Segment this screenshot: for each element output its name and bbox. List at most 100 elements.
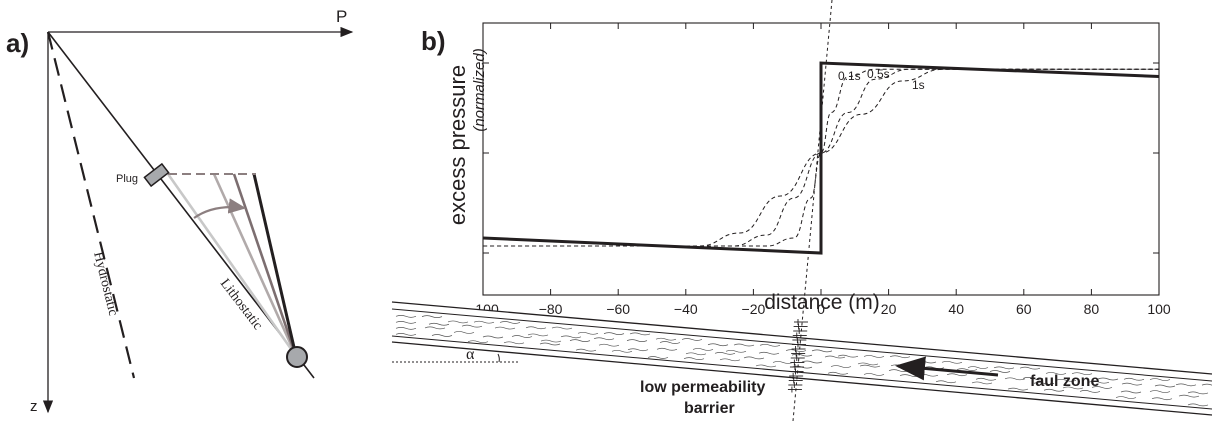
fault-texture-stroke [1071, 372, 1093, 376]
fault-texture-stroke [467, 340, 489, 344]
fault-texture-stroke [395, 327, 417, 330]
fault-texture-stroke [629, 332, 651, 336]
fan-line-light [166, 173, 298, 357]
fault-texture-stroke [511, 335, 533, 338]
plug-label: Plug [116, 173, 138, 185]
fault-texture-stroke [525, 326, 547, 330]
fault-texture-stroke [758, 351, 780, 355]
fault-texture-stroke [575, 348, 597, 352]
fault-texture-stroke [956, 368, 978, 371]
fault-texture-stroke [598, 343, 620, 347]
fault-texture-stroke [503, 341, 525, 345]
curve-label-1s: 1s [912, 78, 925, 92]
fault-texture-stroke [395, 321, 417, 324]
alpha-arc [497, 353, 500, 363]
series-line-0-5s [482, 68, 1159, 247]
fault-texture-stroke [801, 360, 823, 364]
fault-texture-stroke [1062, 386, 1084, 390]
fault-texture-stroke [772, 361, 794, 364]
x-tick-label: 20 [881, 301, 897, 317]
alpha-symbol: α [466, 346, 475, 363]
x-tick-label: −60 [606, 301, 630, 317]
fault-texture-stroke [569, 339, 591, 342]
fault-texture-stroke [540, 339, 562, 343]
fault-texture-stroke [1123, 377, 1145, 381]
fault-texture-stroke [707, 343, 729, 347]
fault-texture-stroke [941, 360, 963, 364]
fault-texture-stroke [395, 315, 417, 318]
fault-texture-stroke [1088, 380, 1110, 384]
fault-texture-stroke [791, 353, 813, 357]
fault-texture-stroke [447, 320, 469, 324]
fan-line-black [252, 173, 298, 357]
fault-texture-stroke [1149, 390, 1171, 393]
series-line-initial [482, 61, 1160, 255]
fault-texture-stroke [824, 355, 846, 359]
fault-texture-stroke [551, 326, 573, 330]
fault-texture-stroke [431, 334, 453, 337]
fault-texture-stroke [755, 364, 777, 368]
fault-texture-stroke [1178, 394, 1200, 398]
fault-texture-stroke [560, 335, 582, 339]
fault-texture-stroke [1121, 382, 1143, 386]
fault-texture-stroke [626, 339, 648, 342]
fault-texture-stroke [461, 324, 483, 328]
plot-series [482, 61, 1160, 255]
fault-texture [395, 315, 1212, 407]
fault-texture-stroke [499, 321, 521, 324]
p-axis-label: P [336, 7, 347, 26]
fault-texture-stroke [655, 337, 677, 341]
fault-texture-stroke [1175, 383, 1197, 387]
fault-texture-stroke [692, 348, 714, 351]
fault-texture-stroke [656, 347, 678, 351]
barrier-hatch [787, 319, 808, 393]
fault-texture-stroke [1091, 386, 1113, 389]
fault-texture-stroke [830, 365, 852, 368]
hydrostatic-label: Hydrostatic [90, 250, 120, 317]
fault-texture-stroke [685, 352, 707, 356]
fault-texture-stroke [946, 373, 968, 377]
hydrostatic-line [46, 31, 136, 379]
y-axis-label: excess pressure [445, 65, 470, 225]
fan-line-mid [212, 173, 298, 357]
fault-texture-stroke [967, 366, 989, 369]
fault-texture-stroke [659, 341, 681, 344]
x-axis-label: distance (m) [764, 291, 880, 314]
fault-texture-stroke [539, 342, 561, 346]
fault-texture-stroke [1007, 387, 1029, 391]
fault-texture-stroke [714, 352, 736, 355]
x-tick-label: 100 [1147, 301, 1171, 317]
fault-texture-stroke [681, 338, 703, 341]
fault-texture-stroke [577, 331, 599, 335]
pressure-rise-arrow [193, 198, 247, 219]
x-tick-label: −80 [539, 301, 563, 317]
fault-zone-label: faul zone [1030, 373, 1099, 390]
fault-texture-stroke [975, 377, 997, 381]
fault-texture-stroke [827, 371, 849, 375]
fault-texture-stroke [395, 333, 417, 336]
fault-texture-stroke [1033, 382, 1055, 385]
fault-texture-stroke [482, 335, 504, 339]
fault-texture-stroke [993, 366, 1015, 370]
z-axis-label: z [30, 398, 38, 415]
fault-texture-stroke [424, 326, 446, 330]
fault-texture-stroke [935, 380, 957, 384]
fault-texture-stroke [1120, 390, 1142, 394]
fault-texture-stroke [1055, 378, 1077, 382]
fault-texture-stroke [494, 326, 516, 330]
fault-texture-stroke [857, 362, 879, 366]
x-tick-label: 40 [948, 301, 964, 317]
x-tick-label: −20 [742, 301, 766, 317]
fault-texture-stroke [989, 370, 1011, 373]
fault-texture-stroke [1079, 390, 1101, 393]
fault-texture-stroke [473, 320, 495, 324]
fault-texture-stroke [1045, 372, 1067, 375]
plug-shape [143, 162, 170, 188]
x-tick-label: 0 [817, 301, 825, 317]
bubble-circle [286, 346, 308, 368]
panel-a-label: a) [6, 28, 29, 58]
fault-texture-stroke [719, 358, 741, 362]
fault-texture-stroke [527, 333, 549, 337]
fault-texture-stroke [647, 356, 669, 359]
flow-arrow [895, 356, 999, 381]
